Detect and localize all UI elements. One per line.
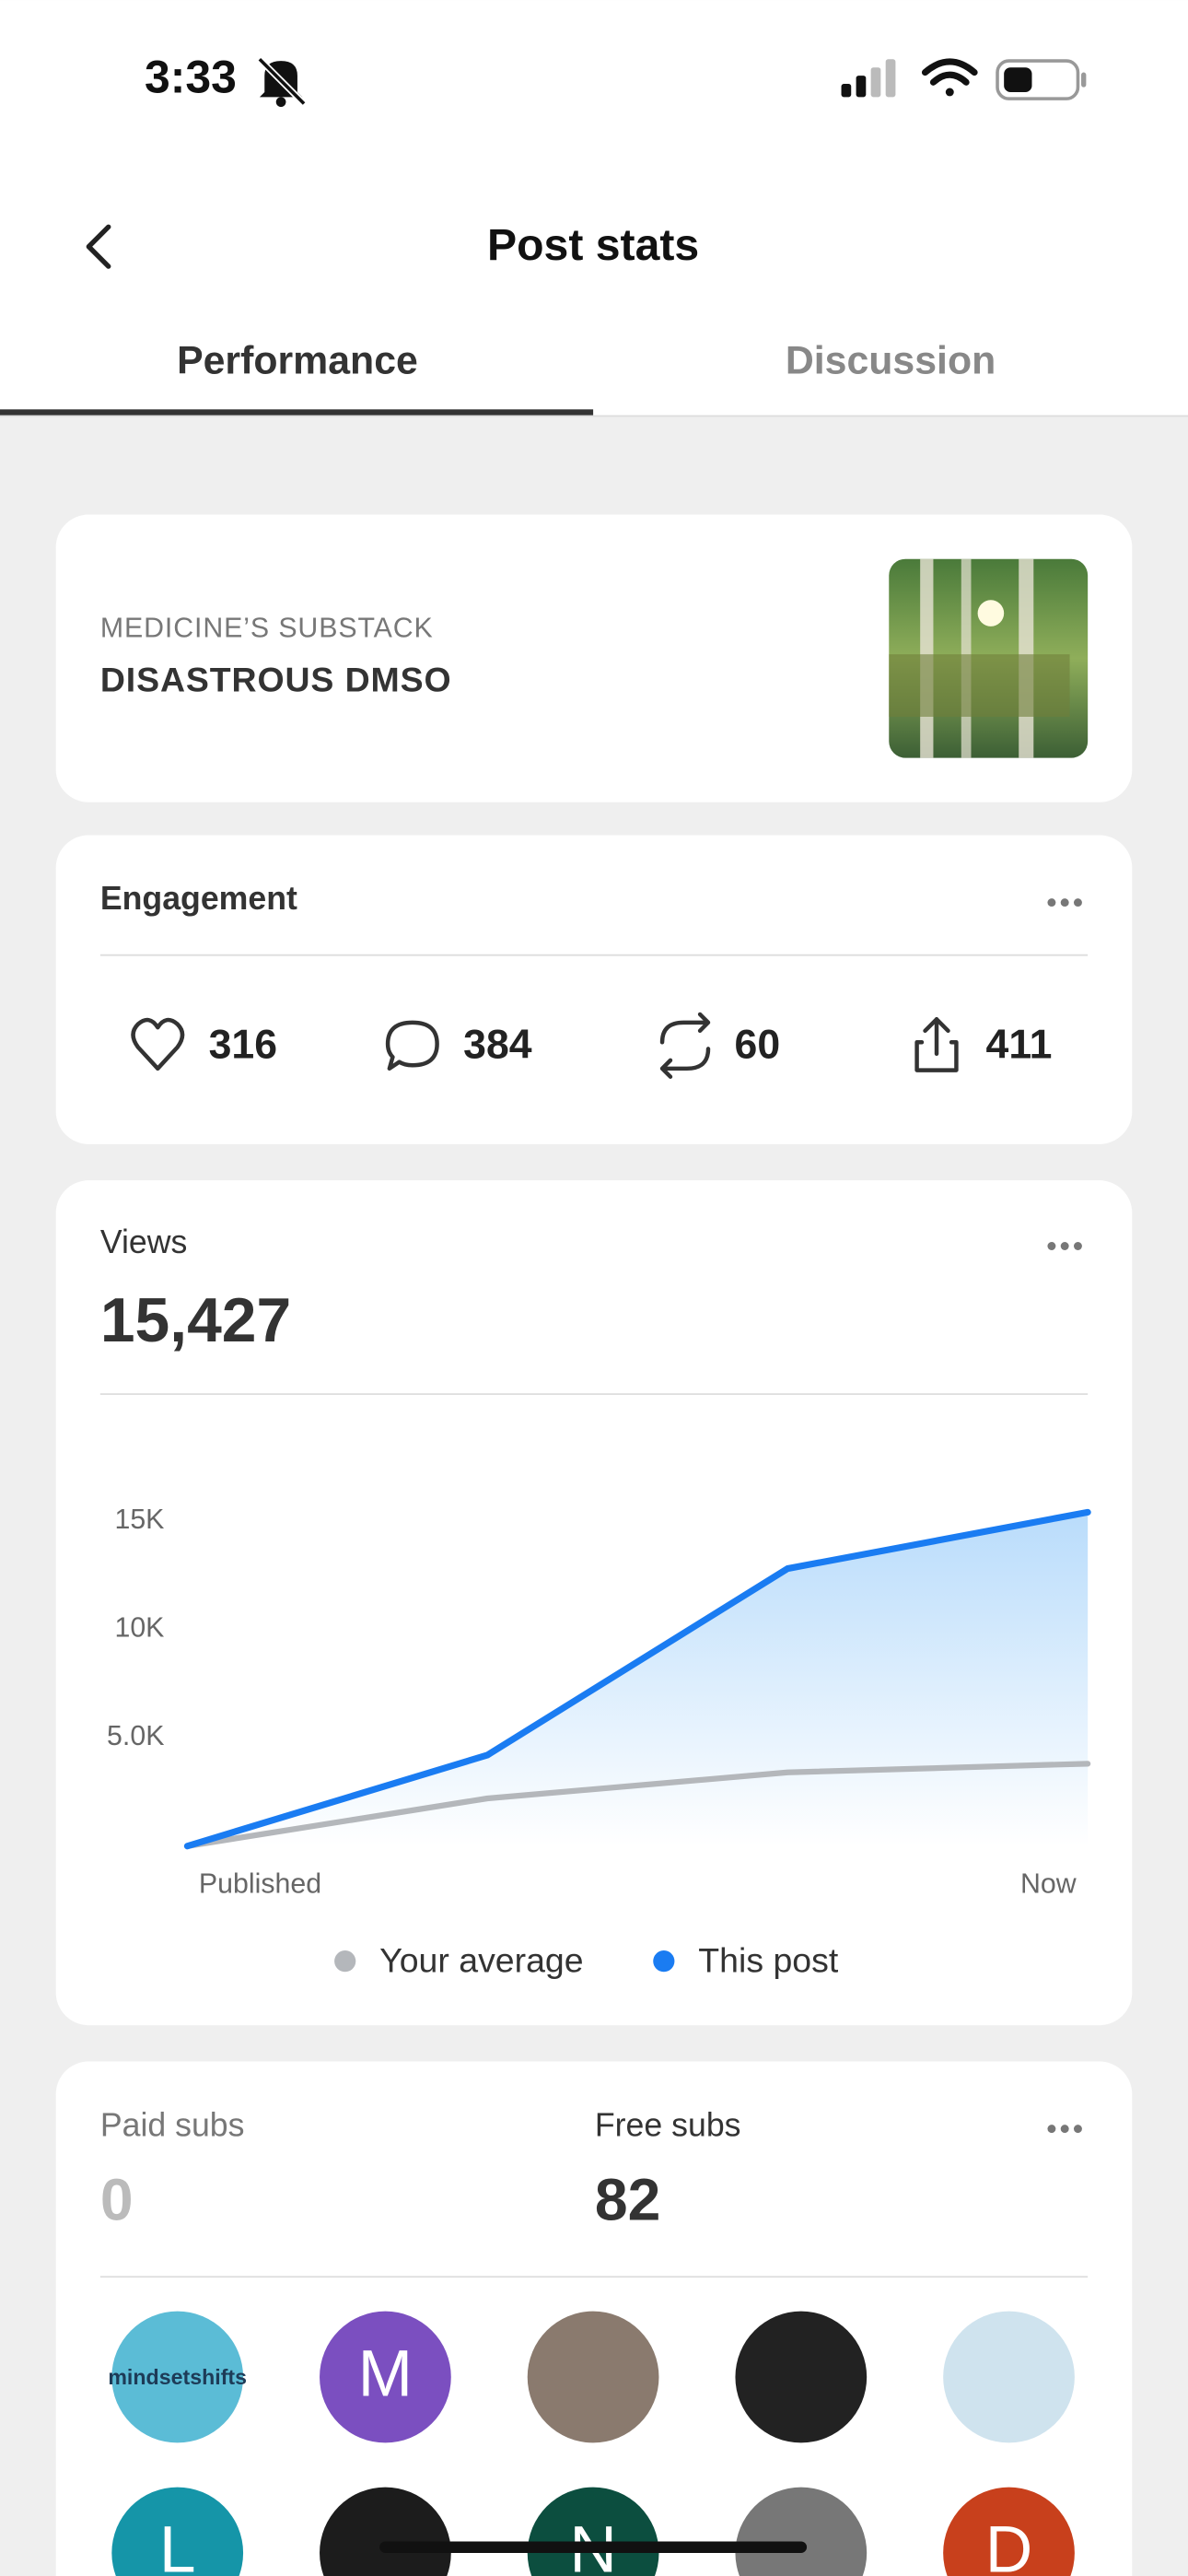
publication-name: MEDICINE’S SUBSTACK bbox=[100, 613, 434, 643]
y-tick-label: 5.0K bbox=[107, 1721, 164, 1751]
wifi-icon bbox=[921, 58, 978, 97]
avatar-label: mindsetshifts bbox=[108, 2365, 247, 2389]
avatar[interactable] bbox=[735, 2487, 868, 2576]
avatar[interactable] bbox=[943, 2311, 1075, 2443]
tab[interactable]: Performance bbox=[177, 339, 418, 383]
battery-icon bbox=[996, 59, 1087, 100]
tab[interactable]: Discussion bbox=[786, 339, 996, 383]
avatar[interactable] bbox=[943, 2487, 1075, 2576]
y-tick-label: 15K bbox=[114, 1505, 164, 1535]
like-icon bbox=[131, 1017, 185, 1071]
more-button[interactable] bbox=[1047, 2125, 1082, 2134]
page-title: Post stats bbox=[487, 220, 699, 270]
legend-label: Your average bbox=[379, 1940, 583, 1979]
avatar[interactable] bbox=[111, 2311, 244, 2443]
avatar[interactable] bbox=[320, 2487, 451, 2576]
views-chart: 5.0K 10K 15K Published Now Your average This p… bbox=[107, 1505, 1091, 1979]
signal-icon bbox=[841, 59, 896, 98]
post-card[interactable] bbox=[55, 514, 1133, 802]
mute-icon bbox=[257, 56, 307, 108]
tabs: Performance Discussion bbox=[0, 339, 996, 416]
subscriber-avatars: mindsetshiftsMLND bbox=[108, 2311, 1075, 2576]
legend-label: This post bbox=[698, 1940, 839, 1979]
avatar[interactable] bbox=[527, 2311, 659, 2443]
legend-swatch bbox=[653, 1950, 675, 1973]
avatar-label: L bbox=[159, 2513, 196, 2576]
more-button[interactable] bbox=[1047, 898, 1082, 907]
series-line bbox=[183, 1508, 1091, 1850]
x-tick-label: Now bbox=[1020, 1869, 1077, 1900]
avatar-label: D bbox=[985, 2513, 1033, 2576]
series-line bbox=[184, 1761, 1091, 1849]
avatar-label: M bbox=[358, 2337, 413, 2411]
top-bar bbox=[0, 0, 1188, 416]
post-title: DISASTROUS DMSO bbox=[100, 660, 452, 698]
restack-icon bbox=[659, 1012, 711, 1079]
tab-indicator bbox=[0, 409, 594, 416]
share-count: 411 bbox=[986, 1022, 1053, 1067]
restack-count: 60 bbox=[735, 1022, 781, 1067]
avatar[interactable] bbox=[111, 2487, 244, 2576]
views-total: 15,427 bbox=[100, 1286, 291, 1355]
comment-icon bbox=[385, 1020, 439, 1071]
avatar[interactable] bbox=[735, 2311, 868, 2443]
paid-subs-count: 0 bbox=[100, 2167, 134, 2233]
avatar[interactable] bbox=[527, 2487, 659, 2576]
paid-subs-label: Paid subs bbox=[100, 2106, 245, 2143]
area-fill bbox=[187, 1512, 1089, 1846]
free-subs-label: Free subs bbox=[595, 2106, 741, 2143]
status-time: 3:33 bbox=[145, 52, 237, 103]
avatar[interactable] bbox=[320, 2311, 451, 2443]
home-indicator bbox=[379, 2541, 808, 2553]
views-label: Views bbox=[100, 1224, 188, 1260]
post-thumbnail bbox=[889, 558, 1089, 758]
engagement-card bbox=[55, 835, 1133, 1144]
legend-swatch bbox=[334, 1950, 356, 1973]
back-button[interactable] bbox=[86, 224, 111, 269]
more-button[interactable] bbox=[1047, 1242, 1082, 1250]
engagement-title: Engagement bbox=[100, 880, 297, 917]
comment-count: 384 bbox=[463, 1022, 532, 1067]
y-tick-label: 10K bbox=[114, 1612, 164, 1643]
like-count: 316 bbox=[209, 1022, 277, 1067]
x-tick-label: Published bbox=[199, 1869, 321, 1900]
free-subs-count: 82 bbox=[595, 2167, 660, 2233]
share-icon bbox=[914, 1017, 959, 1072]
